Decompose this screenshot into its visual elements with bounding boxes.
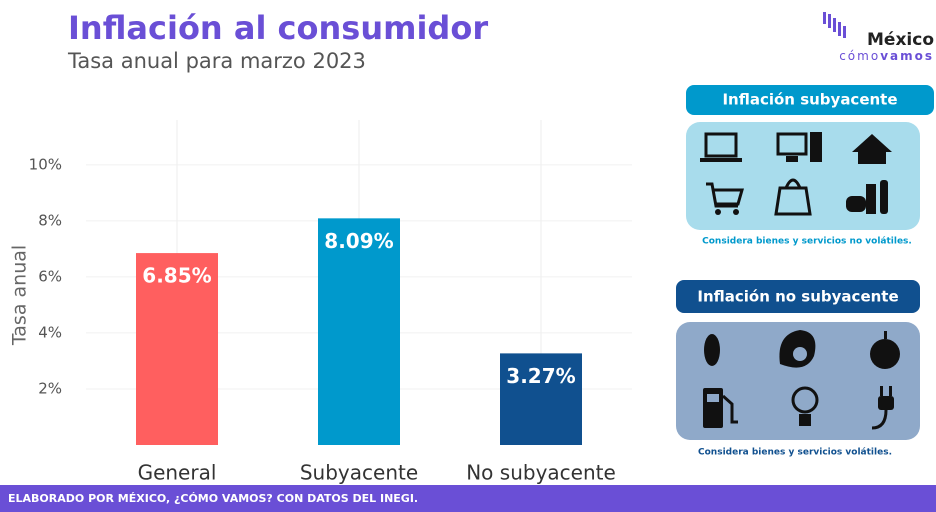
cart-icon bbox=[706, 182, 744, 208]
bulb-base bbox=[799, 414, 811, 426]
panel-note: Considera bienes y servicios volátiles. bbox=[698, 448, 892, 458]
fuel-hose bbox=[722, 394, 738, 424]
cart-wheel bbox=[715, 209, 721, 215]
y-tick-label: 4% bbox=[38, 323, 62, 341]
house-icon bbox=[852, 134, 892, 164]
burger-icon bbox=[846, 196, 866, 212]
drink-icon bbox=[866, 184, 876, 214]
desktop-tower bbox=[810, 132, 822, 162]
plug-pin bbox=[880, 386, 883, 396]
apple-stem bbox=[884, 331, 887, 339]
x-tick-label: Subyacente bbox=[300, 461, 418, 485]
icons bbox=[703, 330, 900, 430]
plug-icon bbox=[878, 396, 894, 410]
y-tick-label: 6% bbox=[38, 267, 62, 285]
panel-title: Inflación no subyacente bbox=[697, 288, 898, 306]
bag-handle bbox=[784, 178, 802, 189]
panel-core: Inflación subyacente Considera bienes y … bbox=[686, 85, 934, 247]
panel-header bbox=[686, 85, 934, 115]
footer: ELABORADO POR MÉXICO, ¿CÓMO VAMOS? CON D… bbox=[8, 492, 418, 505]
chart-subtitle: Tasa anual para marzo 2023 bbox=[67, 49, 366, 73]
footer-band bbox=[0, 485, 936, 512]
bar bbox=[500, 353, 582, 445]
panel-note: Considera bienes y servicios no volátile… bbox=[702, 237, 912, 247]
y-tick-label: 2% bbox=[38, 379, 62, 397]
panel-header bbox=[676, 280, 920, 313]
plug-cable bbox=[871, 409, 888, 430]
logo-bar bbox=[843, 26, 846, 38]
bar bbox=[318, 218, 400, 445]
apple-icon bbox=[870, 339, 900, 369]
cart-wheel bbox=[733, 209, 739, 215]
y-tick-label: 8% bbox=[38, 211, 62, 229]
plot: 2% 4% 6% 8% 10% General Subyacente No subyacent… bbox=[29, 120, 632, 485]
x-tick-label: No subyacente bbox=[466, 461, 616, 485]
icons bbox=[700, 132, 892, 216]
logo: México cómovamos bbox=[823, 12, 934, 63]
laptop-base bbox=[700, 158, 742, 162]
logo-bar bbox=[823, 12, 826, 24]
value-label: 8.09% bbox=[324, 229, 393, 253]
bag-icon bbox=[774, 186, 812, 216]
avocado-seed bbox=[793, 347, 807, 361]
laptop-icon bbox=[704, 132, 738, 158]
logo-bar bbox=[833, 18, 836, 32]
logo-name: México bbox=[867, 30, 934, 50]
logo-bar bbox=[828, 14, 831, 28]
y-axis-title: Tasa anual bbox=[9, 245, 31, 346]
value-label: 6.85% bbox=[142, 264, 211, 288]
x-tick-label: General bbox=[138, 461, 217, 485]
logo-bar bbox=[838, 22, 841, 36]
corn-icon bbox=[704, 334, 720, 366]
bar bbox=[136, 253, 218, 445]
bottle-icon bbox=[880, 180, 888, 214]
panel-body bbox=[676, 322, 920, 440]
logo-tag: cómovamos bbox=[839, 49, 934, 63]
value-label: 3.27% bbox=[506, 364, 575, 388]
desktop-icon bbox=[776, 132, 808, 156]
bulb-icon bbox=[791, 386, 819, 414]
chart-title: Inflación al consumidor bbox=[68, 9, 488, 47]
panel-noncore: Inflación no subyacente Considera bienes… bbox=[676, 280, 920, 458]
panel-title: Inflación subyacente bbox=[722, 91, 897, 109]
fuel-window bbox=[707, 394, 719, 402]
logo-tag-light: cómo bbox=[839, 49, 880, 63]
logo-tag-bold: vamos bbox=[880, 49, 934, 63]
desktop-stand bbox=[786, 156, 798, 162]
y-tick-label: 10% bbox=[29, 155, 62, 173]
plug-pin bbox=[889, 386, 892, 396]
